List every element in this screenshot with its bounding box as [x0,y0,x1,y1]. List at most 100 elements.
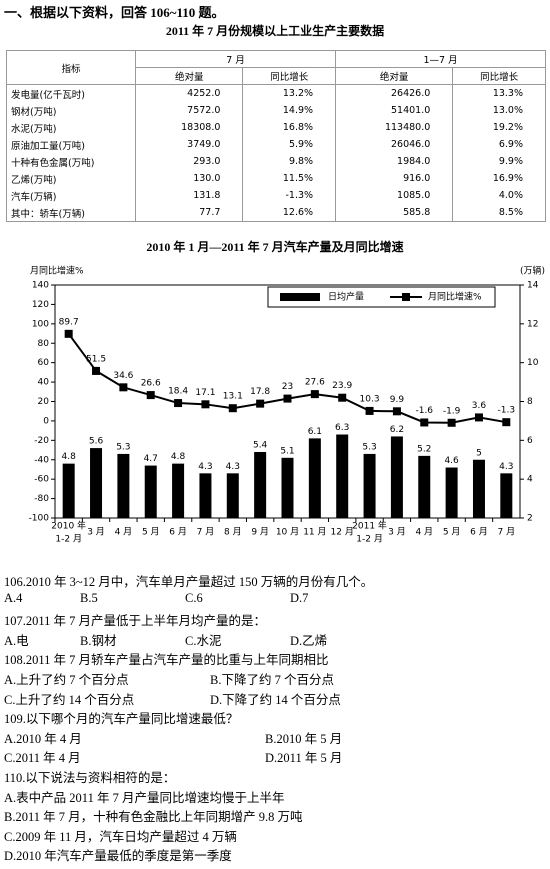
question-option: A.上升了约 7 个百分点 [4,673,129,687]
x-year-label: 2010 年 [51,520,86,532]
y-tick-label: 0 [43,416,49,426]
y-tick-label: -40 [34,455,49,465]
table-row: 汽车(万辆) 131.8 -1.3% 1085.0 4.0% [6,187,546,204]
bar-label: 4.8 [62,452,77,462]
bar-label: 5.3 [116,442,130,452]
table-cell: 13.2% [242,84,337,102]
bar [144,465,157,518]
bar [172,463,185,518]
y2-axis-label: (万辆) [520,265,545,277]
y2-tick-label: 14 [527,281,539,291]
point-label: 18.4 [168,387,188,397]
x-tick-label: 11 月 [303,527,326,538]
table-cell: 8.5% [452,204,546,222]
point-label: 23 [282,382,293,392]
header-cell: 同比增长 [452,67,546,85]
y2-tick-label: 6 [527,436,533,446]
table-cell: 77.7 [134,204,244,222]
table-cell: 十种有色金属(万吨) [6,153,136,170]
table-cell: 6.9% [452,136,546,153]
line-marker [92,366,101,375]
table-cell: 汽车(万辆) [6,187,136,204]
bar-label: 6.3 [335,423,349,433]
table-row: 发电量(亿千瓦时) 4252.0 13.2% 26426.0 13.3% [6,84,546,102]
question-stem: 107.2011 年 7 月产量低于上半年月均产量的是： [4,614,267,629]
bar [308,438,321,518]
table-cell: 16.9% [452,170,546,187]
legend-box [267,286,496,308]
y-tick-label: 20 [38,397,50,407]
table-cell: 9.8% [242,153,337,170]
table-cell: 4.0% [452,187,546,204]
bar [445,467,458,518]
table-row: 乙烯(万吨) 130.0 11.5% 916.0 16.9% [6,170,546,187]
y2-tick-label: 12 [527,319,538,329]
table-cell: 14.9% [242,102,337,119]
table-cell: 19.2% [452,119,546,136]
point-label: 23.9 [332,381,352,391]
question-option: B.2011 年 7 月，十种有色金融比上年同期增产 9.8 万吨 [4,810,303,825]
question-option: C.6 [185,590,203,605]
y-tick-label: -20 [34,436,49,446]
line-marker [392,407,401,416]
bar [226,473,239,518]
table-cell: 916.0 [335,170,454,187]
table-cell: 51401.0 [335,102,454,119]
y2-tick-label: 8 [527,397,533,407]
table-cell: 13.3% [452,84,546,102]
question-option: A.表中产品 2011 年 7 月产量同比增速均慢于上半年 [4,790,285,805]
x-tick-label: 4 月 [115,527,133,538]
header-cell: 7 月 [134,50,337,68]
question-stem: 106.2010 年 3~12 月中，汽车单月产量超过 150 万辆的月份有几个… [4,575,374,589]
table-cell: 26046.0 [335,136,454,153]
x-tick-label: 12 月 [331,527,354,538]
line-marker [338,393,347,402]
point-label: -1.9 [443,406,461,416]
legend-swatch [402,293,410,301]
bar [336,434,349,518]
point-label: 13.1 [223,392,243,402]
y-tick-label: 140 [32,281,49,291]
table-cell: 11.5% [242,170,337,187]
table-cell: 3749.0 [134,136,244,153]
table-cell: 113480.0 [335,119,454,136]
question-stem: 108.2011 年 7 月轿车产量占汽车产量的比重与上年同期相比 [4,653,329,668]
line-marker [119,383,128,392]
table-cell: 乙烯(万吨) [6,170,136,187]
question-option: D.7 [290,590,309,605]
x-year-label: 2011 年 [352,520,387,532]
table-cell: 钢材(万吨) [6,102,136,119]
table-cell: 7572.0 [134,102,244,119]
table-cell: 原油加工量(万吨) [6,136,136,153]
table-cell: 18308.0 [134,119,244,136]
table-row: 钢材(万吨) 7572.0 14.9% 51401.0 13.0% [6,102,546,119]
point-label: 26.6 [141,379,161,389]
table-cell: 1984.0 [335,153,454,170]
question-option: C.水泥 [185,633,222,648]
y-axis-label: 月同比增速% [30,265,84,277]
table-cell: 131.8 [134,187,244,204]
bar-label: 5.1 [280,446,294,456]
x-tick-label: 7 月 [197,527,215,538]
point-label: 17.8 [250,387,270,397]
header-cell: 绝对量 [134,67,244,85]
question-option: A.电 [4,633,29,648]
question-option: D.2011 年 5 月 [265,751,343,766]
line-marker [174,399,183,408]
question-option: B.钢材 [80,633,117,648]
line-marker [310,390,319,399]
table-cell: 585.8 [335,204,454,222]
line-marker [447,418,456,427]
point-label: 3.6 [472,401,487,411]
bar [117,453,130,518]
legend-label: 月同比增速% [428,291,482,303]
header-cell: 1—7 月 [335,50,546,68]
bar-label: 6.2 [390,425,404,435]
bar [62,463,75,518]
y2-tick-label: 2 [527,514,533,524]
table-cell: 12.6% [242,204,337,222]
question-option: C.2011 年 4 月 [4,751,81,766]
line-marker [283,394,292,403]
line-marker [146,391,155,400]
